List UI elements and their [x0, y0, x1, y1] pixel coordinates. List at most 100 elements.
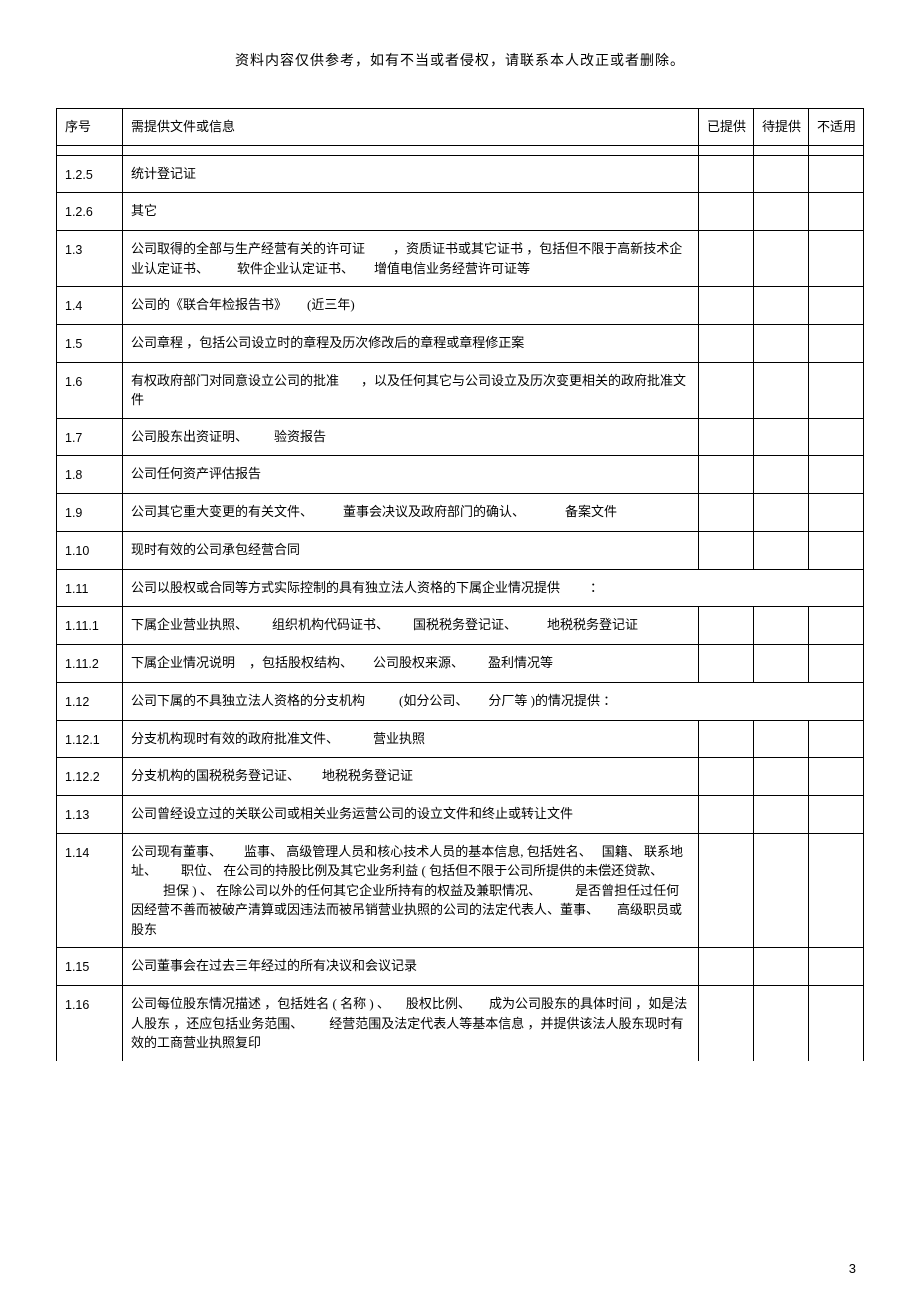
cell-na: [809, 362, 864, 418]
text-segment: 下属企业情况说明: [131, 655, 235, 670]
text-segment: 增值电信业务经营许可证等: [374, 261, 530, 276]
cell-provided: [699, 193, 754, 231]
cell-na: [809, 645, 864, 683]
col-header-provided: 已提供: [699, 109, 754, 146]
text-segment: 验资报告: [274, 429, 326, 444]
cell-na: [809, 231, 864, 287]
table-row: 1.2.6其它: [57, 193, 864, 231]
cell-provided: [699, 833, 754, 948]
cell-pending: [754, 833, 809, 948]
text-segment: 公司其它重大变更的有关文件、: [131, 504, 313, 519]
cell-provided: [699, 231, 754, 287]
row-number: 1.11: [57, 569, 123, 607]
text-segment: 现时有效的公司承包经营合同: [131, 542, 300, 557]
cell-pending: [754, 948, 809, 986]
row-number: 1.12: [57, 682, 123, 720]
text-segment: 软件企业认定证书、: [237, 261, 354, 276]
text-segment: 下属企业营业执照、: [131, 617, 248, 632]
cell-provided: [699, 720, 754, 758]
cell-na: [809, 155, 864, 193]
text-segment: 统计登记证: [131, 166, 196, 181]
row-number: 1.14: [57, 833, 123, 948]
cell-pending: [754, 324, 809, 362]
text-segment: 地税税务登记证: [322, 768, 413, 783]
cell-provided: [699, 796, 754, 834]
cell-provided: [699, 155, 754, 193]
text-segment: 公司董事会在过去三年经过的所有决议和会议记录: [131, 958, 417, 973]
text-segment: 公司下属的不具独立法人资格的分支机构: [131, 693, 365, 708]
row-description: 公司每位股东情况描述 ，包括姓名 ( 名称 ) 、股权比例、成为公司股东的具体时…: [123, 986, 699, 1061]
cell-na: [809, 531, 864, 569]
cell-na: [809, 607, 864, 645]
cell-na: [809, 287, 864, 325]
header-disclaimer: 资料内容仅供参考，如有不当或者侵权，请联系本人改正或者删除。: [56, 50, 864, 70]
text-segment: 董事、: [560, 902, 599, 917]
table-row: 1.11.1下属企业营业执照、组织机构代码证书、国税税务登记证、地税税务登记证: [57, 607, 864, 645]
text-segment: 担保 ) 、 在除公司以外的任何其它企业所持有的权益及兼职情况、: [163, 883, 541, 898]
text-segment: 组织机构代码证书、: [272, 617, 389, 632]
row-description: 下属企业情况说明，包括股权结构、公司股权来源、盈利情况等: [123, 645, 699, 683]
text-segment: 公司股东出资证明、: [131, 429, 248, 444]
cell-na: [809, 720, 864, 758]
cell-pending: [754, 193, 809, 231]
text-segment: 公司现有董事、: [131, 844, 222, 859]
row-number: 1.7: [57, 418, 123, 456]
table-row: 1.16公司每位股东情况描述 ，包括姓名 ( 名称 ) 、股权比例、成为公司股东…: [57, 986, 864, 1061]
text-segment: (如分公司、: [399, 693, 468, 708]
row-description: 公司的《联合年检报告书》(近三年): [123, 287, 699, 325]
table-row: 1.11公司以股权或合同等方式实际控制的具有独立法人资格的下属企业情况提供：: [57, 569, 864, 607]
row-number: 1.5: [57, 324, 123, 362]
row-description: 下属企业营业执照、组织机构代码证书、国税税务登记证、地税税务登记证: [123, 607, 699, 645]
text-segment: 公司取得的全部与生产经营有关的许可证: [131, 241, 365, 256]
cell-provided: [699, 607, 754, 645]
text-segment: 其它: [131, 203, 157, 218]
row-number: 1.3: [57, 231, 123, 287]
text-segment: ，包括股权结构、: [249, 655, 353, 670]
text-segment: 监事、 高级管理人员和核心技术人员的基本信息, 包括姓名、: [244, 844, 592, 859]
table-row: 1.12.2分支机构的国税税务登记证、地税税务登记证: [57, 758, 864, 796]
cell-na: [809, 418, 864, 456]
cell-provided: [699, 758, 754, 796]
col-header-pending: 待提供: [754, 109, 809, 146]
cell-provided: [699, 418, 754, 456]
table-row: 1.15 公司董事会在过去三年经过的所有决议和会议记录: [57, 948, 864, 986]
row-number: 1.12.1: [57, 720, 123, 758]
text-segment: 分支机构现时有效的政府批准文件、: [131, 731, 339, 746]
text-segment: 国税税务登记证、: [413, 617, 517, 632]
table-row: 1.6有权政府部门对同意设立公司的批准，以及任何其它与公司设立及历次变更相关的政…: [57, 362, 864, 418]
cell-provided: [699, 645, 754, 683]
cell-pending: [754, 231, 809, 287]
cell-provided: [699, 986, 754, 1061]
table-header-row: 序号 需提供文件或信息 已提供 待提供 不适用: [57, 109, 864, 146]
row-description: 有权政府部门对同意设立公司的批准，以及任何其它与公司设立及历次变更相关的政府批准…: [123, 362, 699, 418]
row-description: 公司其它重大变更的有关文件、 董事会决议及政府部门的确认、 备案文件: [123, 494, 699, 532]
table-row: 1.3公司取得的全部与生产经营有关的许可证，资质证书或其它证书 ，包括但不限于高…: [57, 231, 864, 287]
cell-provided: [699, 456, 754, 494]
text-segment: 董事会决议及政府部门的确认、: [343, 504, 525, 519]
cell-na: [809, 456, 864, 494]
row-description: 其它: [123, 193, 699, 231]
text-segment: 备案文件: [565, 504, 617, 519]
row-description: 公司股东出资证明、 验资报告: [123, 418, 699, 456]
cell-pending: [754, 494, 809, 532]
row-description: 公司取得的全部与生产经营有关的许可证，资质证书或其它证书 ，包括但不限于高新技术…: [123, 231, 699, 287]
text-segment: 公司曾经设立过的关联公司或相关业务运营公司的设立文件和终止或转让文件: [131, 806, 573, 821]
row-number: 1.15: [57, 948, 123, 986]
table-row: 1.7 公司股东出资证明、 验资报告: [57, 418, 864, 456]
document-page: 资料内容仅供参考，如有不当或者侵权，请联系本人改正或者删除。 序号 需提供文件或…: [0, 0, 920, 1300]
table-row: 1.4公司的《联合年检报告书》(近三年): [57, 287, 864, 325]
row-description: 公司现有董事、监事、 高级管理人员和核心技术人员的基本信息, 包括姓名、国籍、 …: [123, 833, 699, 948]
table-row: 1.13 公司曾经设立过的关联公司或相关业务运营公司的设立文件和终止或转让文件: [57, 796, 864, 834]
cell-provided: [699, 362, 754, 418]
cell-na: [809, 193, 864, 231]
spacer-row: [57, 145, 864, 155]
row-number: 1.12.2: [57, 758, 123, 796]
table-row: 1.8公司任何资产评估报告: [57, 456, 864, 494]
cell-na: [809, 796, 864, 834]
cell-provided: [699, 494, 754, 532]
row-description: 公司以股权或合同等方式实际控制的具有独立法人资格的下属企业情况提供：: [123, 569, 864, 607]
row-description: 公司下属的不具独立法人资格的分支机构(如分公司、分厂等 )的情况提供 ：: [123, 682, 864, 720]
row-number: 1.16: [57, 986, 123, 1061]
row-description: 公司董事会在过去三年经过的所有决议和会议记录: [123, 948, 699, 986]
row-number: 1.13: [57, 796, 123, 834]
